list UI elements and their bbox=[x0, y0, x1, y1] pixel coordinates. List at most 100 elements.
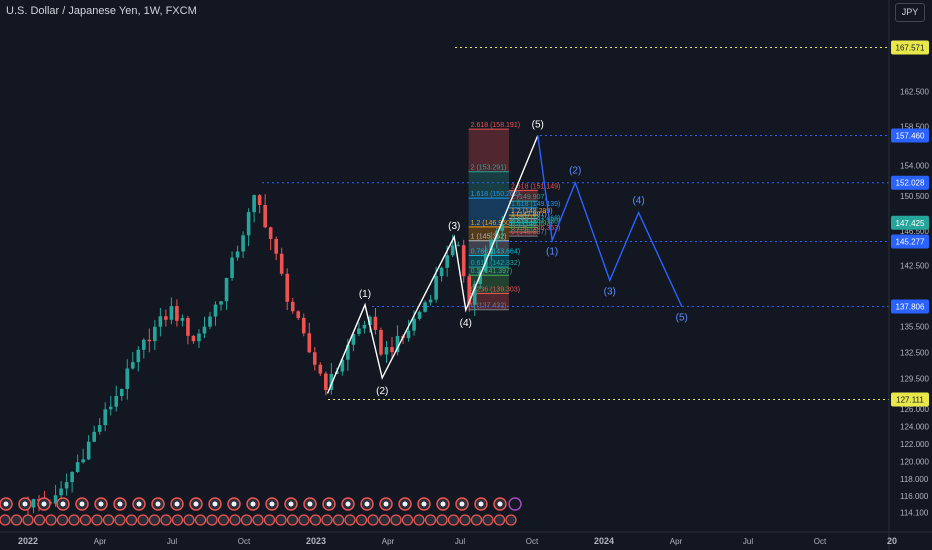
event-flag-icon[interactable] bbox=[413, 514, 425, 526]
event-flag-icon[interactable] bbox=[298, 514, 310, 526]
event-flag-icon[interactable] bbox=[22, 514, 34, 526]
event-flag-icon[interactable] bbox=[148, 514, 161, 526]
wave-label: (5) bbox=[676, 313, 688, 324]
time-axis[interactable]: 2022 Apr Jul Oct 2023 Apr Jul Oct 2024 Apr Jul Oct 2… bbox=[18, 536, 897, 546]
event-flag-icon[interactable] bbox=[378, 514, 391, 526]
event-flag-icon[interactable] bbox=[493, 514, 506, 526]
event-flag-dot bbox=[231, 501, 237, 507]
candle-body bbox=[158, 316, 163, 327]
event-flag-icon[interactable] bbox=[367, 514, 379, 526]
price-level-badge[interactable] bbox=[891, 128, 929, 143]
candle-body bbox=[268, 227, 273, 240]
event-flag-icon[interactable] bbox=[321, 514, 333, 526]
candle-body bbox=[86, 441, 91, 460]
event-flag-icon[interactable] bbox=[286, 514, 299, 526]
candle-body bbox=[92, 431, 96, 442]
time-tick-label: 20 bbox=[887, 536, 897, 546]
candle-body bbox=[406, 330, 411, 339]
event-flag-icon[interactable] bbox=[114, 514, 126, 526]
event-flag-icon[interactable] bbox=[217, 514, 230, 526]
candle-body bbox=[329, 374, 334, 391]
event-flag-icon[interactable] bbox=[33, 514, 46, 526]
currency-button[interactable]: JPY bbox=[895, 3, 925, 22]
event-flag-icon[interactable] bbox=[390, 514, 402, 526]
candle-body bbox=[395, 335, 400, 353]
event-flag-icon[interactable] bbox=[91, 514, 103, 526]
time-tick-label: Oct bbox=[238, 537, 251, 546]
event-flag-icon[interactable] bbox=[160, 514, 172, 526]
fib-zone-small bbox=[508, 207, 538, 216]
candle-body bbox=[213, 304, 218, 317]
event-flag-dot bbox=[79, 501, 85, 507]
event-flag-icon[interactable] bbox=[45, 514, 57, 526]
event-flag-icon[interactable] bbox=[436, 514, 448, 526]
event-flag-icon[interactable] bbox=[424, 514, 437, 526]
event-flag-icon[interactable] bbox=[447, 514, 460, 526]
event-flag-icon[interactable] bbox=[10, 514, 23, 526]
event-flag-icon[interactable] bbox=[0, 514, 11, 526]
fib-zone-small bbox=[508, 225, 538, 228]
time-tick-label: 2024 bbox=[594, 536, 614, 546]
price-tick-label: 150.500 bbox=[900, 192, 929, 201]
candles-layer bbox=[26, 194, 505, 515]
event-flag-icon[interactable] bbox=[79, 514, 92, 526]
event-flag-icon[interactable] bbox=[344, 514, 356, 526]
event-flag-dot bbox=[478, 501, 484, 507]
event-flag-icon[interactable] bbox=[229, 514, 241, 526]
event-flag-icon[interactable] bbox=[355, 514, 368, 526]
event-flag-icon[interactable] bbox=[102, 514, 115, 526]
price-level-badge[interactable] bbox=[891, 299, 929, 314]
event-flag-icon[interactable] bbox=[68, 514, 80, 526]
wave-blue-line[interactable] bbox=[537, 135, 683, 307]
event-flag-icon[interactable] bbox=[332, 514, 345, 526]
elliott-wave-layer: (1) (2) (3) (4) (5) (1) (2) (3) (4) (5) bbox=[326, 119, 688, 397]
candle-body bbox=[357, 328, 361, 334]
event-flag-dot bbox=[212, 501, 218, 507]
wave-white-line[interactable] bbox=[326, 135, 539, 394]
fib-level-label: 0.618 (142.332) bbox=[471, 260, 520, 267]
candle-body bbox=[75, 462, 80, 473]
candle-body bbox=[147, 339, 152, 342]
event-flag-icon[interactable] bbox=[401, 514, 414, 526]
price-tick-label: 124.000 bbox=[900, 423, 929, 432]
event-flag-icon[interactable] bbox=[183, 514, 195, 526]
fib-level-label: 2.618 (151.149) bbox=[511, 183, 560, 190]
candle-body bbox=[180, 317, 185, 321]
price-axis[interactable]: 162.500 158.500 154.000 150.500 146.500 142.5… bbox=[891, 40, 929, 518]
candle-body bbox=[412, 318, 416, 331]
event-flag-icon[interactable] bbox=[309, 514, 322, 526]
lightning-event-icon[interactable] bbox=[508, 497, 522, 511]
event-flag-icon[interactable] bbox=[505, 514, 517, 526]
price-level-badge[interactable] bbox=[891, 215, 929, 230]
price-level-badge[interactable] bbox=[891, 40, 929, 55]
event-flag-icon[interactable] bbox=[459, 514, 471, 526]
event-flag-icon[interactable] bbox=[194, 514, 207, 526]
price-level-badge[interactable] bbox=[891, 234, 929, 249]
fib-level-label: 0 (145.887) bbox=[511, 229, 547, 236]
event-flag-icon[interactable] bbox=[171, 514, 184, 526]
candle-body bbox=[97, 425, 102, 432]
event-flag-icon[interactable] bbox=[275, 514, 287, 526]
price-level-badge[interactable] bbox=[891, 175, 929, 190]
price-tick-label: 158.500 bbox=[900, 122, 929, 131]
candle-body bbox=[467, 276, 472, 305]
price-tick-label: 118.000 bbox=[900, 475, 929, 484]
event-flag-icon[interactable] bbox=[240, 514, 253, 526]
price-level-badge[interactable] bbox=[891, 392, 929, 407]
event-flag-dot bbox=[307, 501, 313, 507]
time-tick-label: Oct bbox=[814, 537, 827, 546]
event-flag-icon[interactable] bbox=[482, 514, 494, 526]
event-flag-icon[interactable] bbox=[56, 514, 69, 526]
event-flag-icon[interactable] bbox=[137, 514, 149, 526]
event-flag-icon[interactable] bbox=[252, 514, 264, 526]
candle-body bbox=[103, 409, 108, 426]
candle-body bbox=[478, 271, 483, 284]
candle-body bbox=[373, 316, 378, 330]
event-flag-icon[interactable] bbox=[263, 514, 276, 526]
event-flag-icon[interactable] bbox=[125, 514, 138, 526]
event-flag-icon[interactable] bbox=[470, 514, 483, 526]
event-flag-icon[interactable] bbox=[206, 514, 218, 526]
price-level-badge-label: 145.277 bbox=[896, 237, 925, 246]
candle-body bbox=[186, 317, 190, 336]
